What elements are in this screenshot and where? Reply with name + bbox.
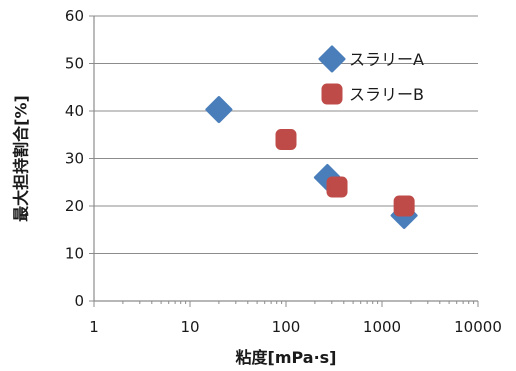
data-point-series-b xyxy=(393,195,415,217)
axes xyxy=(89,15,479,307)
y-tick-label: 30 xyxy=(65,150,84,168)
data-point-series-b xyxy=(275,129,297,150)
gridlines xyxy=(94,15,478,254)
y-tick-label: 20 xyxy=(65,197,84,215)
tick-labels: 0 10 20 30 40 50 60 1 10 100 1000 10000 xyxy=(65,7,502,336)
legend: スラリーA スラリーB xyxy=(318,45,424,105)
y-tick-label: 60 xyxy=(65,7,84,25)
y-tick-label: 10 xyxy=(65,245,84,263)
x-tick-label: 100 xyxy=(272,318,301,336)
x-tick-label: 1000 xyxy=(363,318,401,336)
legend-marker xyxy=(318,45,346,73)
x-tick-label: 1 xyxy=(89,318,99,336)
data-points xyxy=(205,96,418,229)
y-tick-label: 40 xyxy=(65,102,84,120)
y-tick-label: 0 xyxy=(74,292,84,310)
y-tick-label: 50 xyxy=(65,55,84,73)
y-axis-title: 最大担持割合[%] xyxy=(12,95,31,222)
legend-label: スラリーA xyxy=(349,50,424,69)
legend-label: スラリーB xyxy=(349,85,424,104)
x-axis-title: 粘度[mPa·s] xyxy=(236,348,337,367)
data-point-series-a xyxy=(205,96,233,124)
legend-marker xyxy=(321,83,343,105)
x-tick-label: 10 xyxy=(180,318,199,336)
data-point-series-b xyxy=(326,176,348,198)
x-tick-label: 10000 xyxy=(454,318,502,336)
